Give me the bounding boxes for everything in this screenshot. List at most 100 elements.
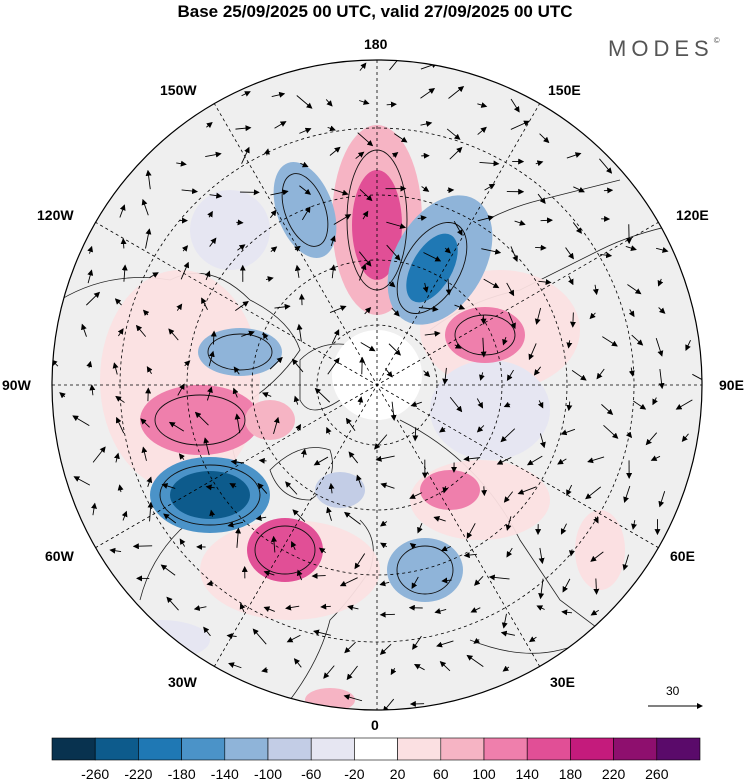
map-title: Base 25/09/2025 00 UTC, valid 27/09/2025… bbox=[177, 2, 573, 21]
wind-vector bbox=[194, 411, 209, 426]
wind-vector bbox=[386, 101, 397, 108]
wind-vector bbox=[474, 576, 484, 586]
wind-vector bbox=[454, 343, 462, 349]
wind-vector bbox=[271, 535, 277, 553]
colorbar-swatch bbox=[397, 737, 442, 761]
wind-vector bbox=[237, 244, 246, 251]
wind-vector bbox=[380, 542, 388, 549]
colorbar-swatch bbox=[51, 737, 96, 761]
wind-vector bbox=[364, 307, 372, 315]
wind-vector bbox=[354, 553, 366, 570]
wind-vector bbox=[59, 392, 66, 399]
wind-vector bbox=[273, 416, 280, 435]
wind-vector bbox=[176, 303, 183, 311]
wind-vector bbox=[562, 578, 571, 593]
wind-vector bbox=[208, 350, 215, 367]
anomaly-region bbox=[140, 385, 260, 455]
wind-vector bbox=[119, 204, 126, 218]
wind-vector bbox=[596, 368, 605, 380]
wind-vector bbox=[535, 244, 547, 251]
wind-vector bbox=[241, 146, 250, 164]
wind-vector bbox=[420, 120, 433, 127]
wind-vector bbox=[539, 433, 546, 449]
wind-vector bbox=[601, 404, 614, 415]
wind-vector bbox=[477, 215, 495, 222]
wind-vector bbox=[204, 270, 211, 281]
wind-vector bbox=[534, 307, 542, 325]
wind-vector bbox=[502, 336, 508, 346]
wind-vector bbox=[444, 247, 451, 254]
wind-vector bbox=[569, 312, 576, 328]
wind-vector bbox=[89, 384, 96, 396]
wind-vector bbox=[73, 476, 91, 486]
wind-vector bbox=[300, 448, 307, 458]
wind-vector bbox=[434, 608, 447, 614]
wind-vector bbox=[423, 370, 431, 378]
wind-vector bbox=[380, 482, 395, 489]
wind-vector bbox=[628, 309, 635, 318]
wind-vector bbox=[114, 452, 120, 463]
wind-vector bbox=[226, 633, 237, 639]
wind-vector bbox=[379, 643, 392, 655]
wind-vector bbox=[327, 125, 336, 132]
colorbar-tick-label: 20 bbox=[389, 766, 406, 782]
wind-vector bbox=[255, 515, 267, 521]
wind-vector bbox=[318, 547, 327, 554]
wind-vector bbox=[526, 455, 543, 466]
wind-vector bbox=[409, 492, 423, 499]
lon-label-150w: 150W bbox=[160, 82, 197, 98]
wind-vector bbox=[423, 252, 442, 262]
wind-vector bbox=[600, 252, 613, 259]
wind-vector bbox=[357, 396, 364, 405]
wind-vector bbox=[480, 314, 487, 325]
wind-vector bbox=[205, 151, 222, 158]
lon-label-60w: 60W bbox=[45, 548, 74, 564]
wind-vector bbox=[232, 387, 239, 398]
wind-vector bbox=[481, 248, 502, 255]
wind-vector bbox=[568, 549, 575, 557]
wind-vector bbox=[261, 667, 269, 673]
colorbar-tick-label: -220 bbox=[124, 766, 153, 782]
wind-vector bbox=[114, 298, 122, 306]
lon-label-120e: 120E bbox=[676, 207, 709, 223]
lon-label-180: 180 bbox=[364, 36, 388, 52]
wind-vector bbox=[270, 189, 289, 196]
wind-vector bbox=[572, 222, 582, 234]
wind-vector bbox=[436, 640, 454, 648]
wind-vector bbox=[506, 282, 515, 297]
colorbar-swatch bbox=[483, 737, 528, 761]
wind-vector bbox=[603, 424, 619, 439]
wind-vector bbox=[391, 151, 399, 159]
wind-vector bbox=[360, 342, 376, 352]
wind-vector bbox=[166, 596, 179, 611]
wind-vector bbox=[115, 416, 125, 434]
wind-vector bbox=[622, 554, 630, 571]
lon-label-0: 0 bbox=[371, 717, 379, 733]
wind-vector bbox=[257, 482, 268, 494]
wind-vector bbox=[538, 578, 545, 600]
wind-vector bbox=[418, 305, 439, 312]
wind-vector bbox=[290, 541, 297, 551]
wind-vector bbox=[439, 426, 446, 433]
wind-vector bbox=[412, 427, 419, 442]
wind-vector bbox=[470, 607, 481, 613]
wind-vector bbox=[313, 629, 331, 636]
lon-label-30e: 30E bbox=[550, 674, 575, 690]
wind-vector bbox=[422, 282, 429, 293]
wind-vector bbox=[359, 99, 370, 105]
wind-vector bbox=[181, 245, 189, 252]
wind-vector bbox=[327, 357, 340, 375]
wind-vector bbox=[210, 330, 217, 345]
wind-vector bbox=[271, 91, 286, 98]
wind-vector bbox=[112, 362, 119, 375]
wind-vector bbox=[655, 337, 664, 357]
wind-vector bbox=[339, 577, 358, 587]
colorbar-swatch bbox=[224, 737, 269, 761]
wind-vector bbox=[506, 369, 514, 382]
wind-vector bbox=[488, 574, 510, 581]
wind-vector bbox=[692, 373, 702, 384]
wind-vectors bbox=[52, 60, 702, 710]
wind-vector bbox=[239, 602, 246, 613]
colorbar-tick-label: 260 bbox=[645, 766, 669, 782]
